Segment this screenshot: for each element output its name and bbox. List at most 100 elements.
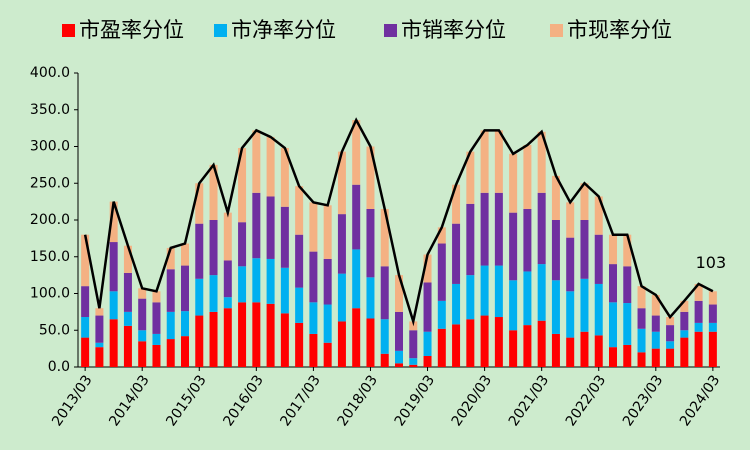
x-tick-label: 2020/03 [449,372,495,429]
bar [223,308,232,367]
bar [537,131,546,193]
y-tick-label: 50.0 [39,322,70,338]
bar [380,208,389,267]
bar [409,364,418,367]
bar [95,308,104,316]
bar [409,358,418,365]
bar [437,243,446,301]
bar [580,220,589,279]
bar [437,328,446,367]
bar [423,355,432,367]
x-tick-label: 2017/03 [277,372,323,429]
bar [223,212,232,261]
bar [523,208,532,272]
bar [609,347,617,367]
bar [523,145,532,209]
bar [651,294,660,316]
bar [309,202,318,252]
x-tick-label: 2022/03 [563,372,609,429]
y-tick-label: 250.0 [30,175,70,191]
bar [594,234,603,284]
bar [81,337,90,367]
y-tick-label: 200.0 [30,212,70,228]
bar [309,251,318,303]
bar [166,311,175,340]
bar [209,311,218,367]
bar [509,280,518,331]
bar [95,342,104,348]
bar [352,184,361,250]
bar [238,302,247,367]
bar [437,227,446,244]
bar [409,330,418,359]
bar [223,297,232,309]
bar [594,335,603,367]
bar [366,208,375,278]
bar [637,308,646,329]
bar [280,267,289,314]
bar [252,302,261,367]
bar [380,319,389,354]
bar [123,311,132,326]
bar [223,260,232,298]
bar [152,344,161,367]
legend: 市盈率分位 市净率分位 市销率分位 市现率分位 [62,18,672,42]
y-tick-label: 350.0 [30,102,70,118]
bar [609,264,617,303]
bar [452,184,461,224]
bar [480,265,489,316]
bar [708,322,717,332]
legend-label: 市净率分位 [231,18,336,42]
bar [181,311,189,337]
bar [109,242,118,292]
bar [566,337,575,367]
data-label: 103 [696,253,727,272]
bar [266,196,275,259]
bar [395,350,403,364]
bar [523,325,532,367]
bar [509,153,518,213]
bar [195,223,204,279]
y-tick-label: 300.0 [30,139,70,155]
total-line [83,117,714,327]
bar [109,291,118,320]
bar [494,192,503,266]
bar [423,331,432,356]
bar [138,288,147,299]
bar [680,300,689,312]
bar [423,282,432,332]
x-tick-label: 2014/03 [106,372,152,429]
bar [509,212,518,281]
bar [366,277,375,319]
bar [637,352,646,367]
bar [123,272,132,312]
bar [466,319,475,367]
bar [295,186,304,235]
bar [195,183,204,224]
bar [580,331,589,367]
bar [81,234,90,287]
bar [623,303,632,345]
bar [651,348,660,367]
bar [380,353,389,367]
bar [266,136,275,197]
bar [337,273,346,322]
legend-swatch [384,24,397,37]
bar [480,192,489,266]
x-tick-label: 2016/03 [220,372,266,429]
bar [395,311,403,351]
bar [295,322,304,367]
bar [366,318,375,367]
bar [123,245,132,273]
y-tick-label: 100.0 [30,286,70,302]
bar [337,321,346,367]
legend-label: 市现率分位 [567,18,672,42]
bar [195,315,204,367]
bar [694,322,703,332]
bar [323,304,332,343]
bar [309,302,318,334]
bar [594,196,603,235]
x-tick-label: 2024/03 [677,372,723,429]
bar [551,280,560,334]
bar [494,130,503,193]
